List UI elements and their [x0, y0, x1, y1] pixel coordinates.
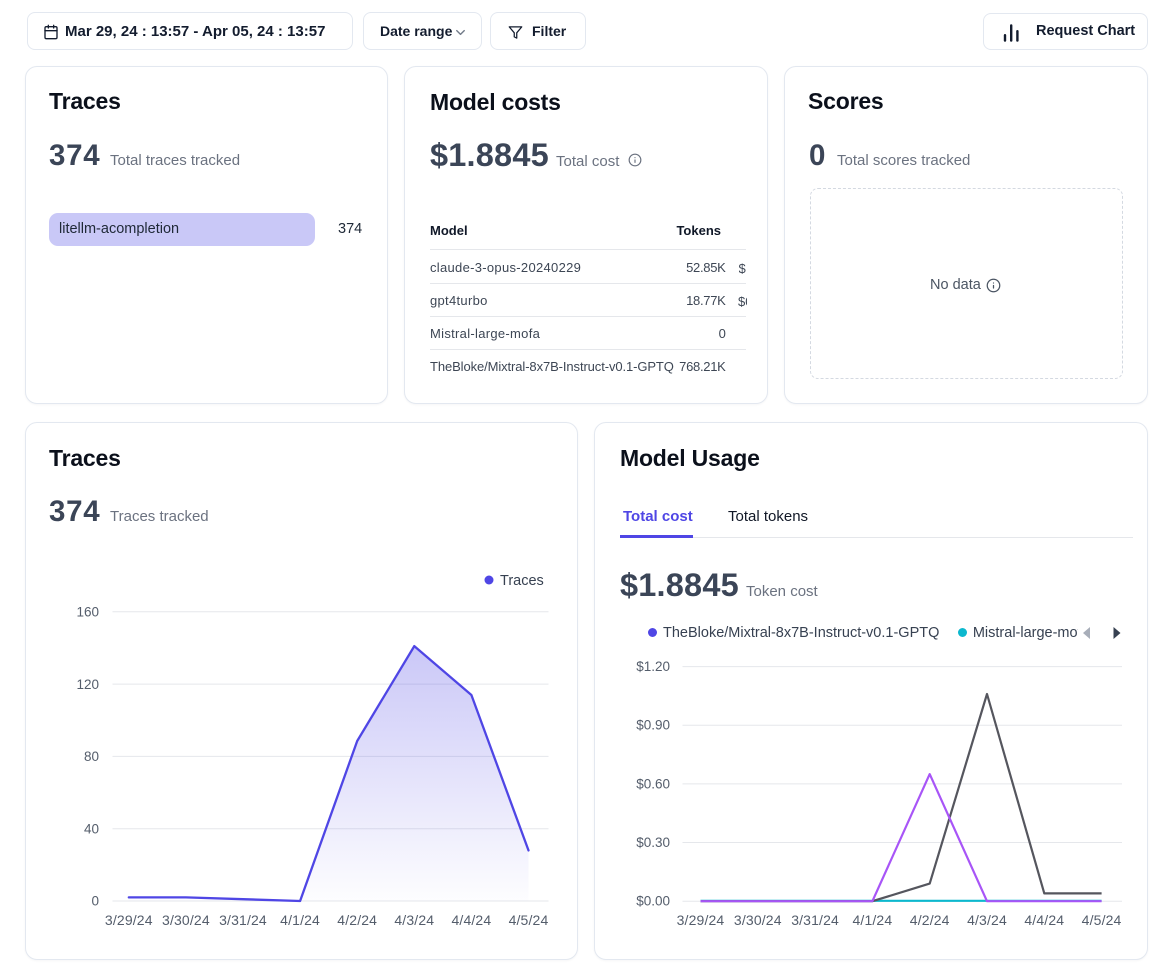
svg-text:3/31/24: 3/31/24 [791, 912, 839, 928]
svg-text:120: 120 [76, 677, 99, 692]
svg-text:80: 80 [84, 749, 99, 764]
svg-text:3/29/24: 3/29/24 [105, 912, 153, 928]
svg-text:0: 0 [91, 894, 99, 909]
svg-text:$0.60: $0.60 [636, 776, 670, 791]
svg-text:160: 160 [76, 605, 99, 620]
svg-text:4/5/24: 4/5/24 [509, 912, 549, 928]
svg-text:40: 40 [84, 821, 99, 836]
svg-text:3/30/24: 3/30/24 [734, 912, 782, 928]
svg-text:3/30/24: 3/30/24 [162, 912, 210, 928]
svg-text:4/2/24: 4/2/24 [337, 912, 377, 928]
svg-text:4/4/24: 4/4/24 [451, 912, 491, 928]
svg-text:4/3/24: 4/3/24 [394, 912, 434, 928]
svg-text:$0.30: $0.30 [636, 835, 670, 850]
svg-text:3/29/24: 3/29/24 [677, 912, 725, 928]
svg-text:Traces: Traces [500, 573, 544, 589]
svg-text:4/5/24: 4/5/24 [1082, 912, 1122, 928]
svg-text:4/1/24: 4/1/24 [852, 912, 892, 928]
svg-text:4/1/24: 4/1/24 [280, 912, 320, 928]
svg-text:4/3/24: 4/3/24 [967, 912, 1007, 928]
svg-text:$0.90: $0.90 [636, 718, 670, 733]
svg-text:$0.00: $0.00 [636, 894, 670, 909]
svg-text:4/2/24: 4/2/24 [910, 912, 950, 928]
svg-text:$1.20: $1.20 [636, 659, 670, 674]
svg-text:4/4/24: 4/4/24 [1024, 912, 1064, 928]
svg-text:3/31/24: 3/31/24 [219, 912, 267, 928]
